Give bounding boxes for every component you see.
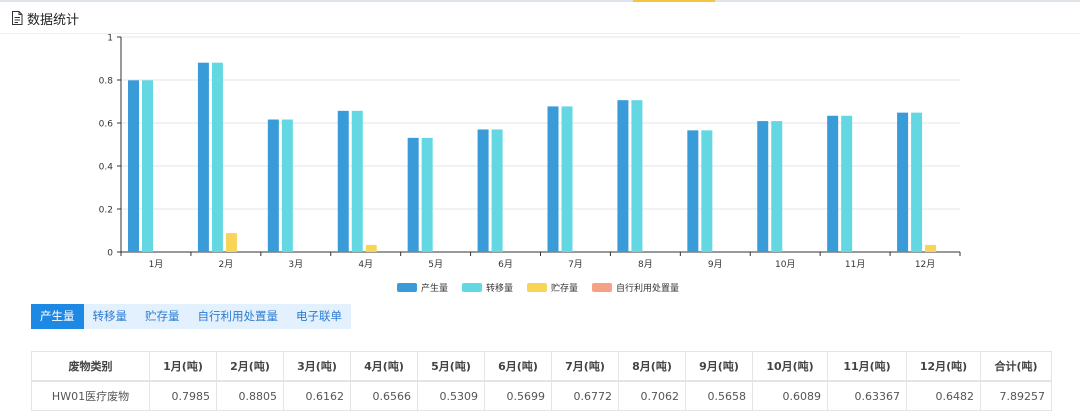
bar: [421, 137, 433, 252]
page-header: 数据统计: [11, 8, 79, 28]
y-tick-label: 0: [107, 249, 113, 259]
column-header: 合计(吨): [980, 351, 1052, 382]
column-header: 6月(吨): [484, 351, 552, 382]
bar: [911, 112, 923, 253]
bar: [211, 62, 223, 252]
x-tick-label: 6月: [498, 259, 513, 270]
legend-label: 产生量: [421, 282, 448, 294]
statistics-table: 废物类别 1月(吨) 2月(吨) 3月(吨) 4月(吨) 5月(吨) 6月(吨)…: [31, 351, 1052, 411]
column-header: 7月(吨): [551, 351, 619, 382]
tab-storage[interactable]: 贮存量: [145, 309, 180, 323]
legend-label: 转移量: [486, 282, 513, 294]
table-cell: 0.7985: [149, 380, 217, 411]
column-header: 5月(吨): [417, 351, 485, 382]
tab-self-disposal[interactable]: 自行利用处置量: [197, 309, 279, 323]
column-header: 4月(吨): [350, 351, 418, 382]
y-tick-label: 1: [107, 34, 113, 44]
page-title: 数据统计: [27, 12, 80, 28]
bar: [897, 112, 909, 253]
column-header: 2月(吨): [216, 351, 284, 382]
bar: [267, 119, 279, 252]
table-cell: HW01医疗废物: [31, 380, 150, 411]
legend-swatch: [592, 283, 612, 292]
column-header: 3月(吨): [283, 351, 351, 382]
bar: [547, 106, 559, 252]
bar: [561, 106, 573, 252]
column-header: 11月(吨): [827, 351, 907, 382]
y-tick-label: 0.6: [99, 120, 114, 130]
bar: [197, 62, 209, 252]
top-accent-bar: [633, 0, 715, 2]
bar: [337, 110, 349, 253]
x-tick-label: 9月: [708, 259, 723, 270]
table-cell: 7.89257: [980, 380, 1052, 411]
x-tick-label: 10月: [775, 259, 795, 270]
table-cell: 0.7062: [618, 380, 686, 411]
tab-transfer[interactable]: 转移量: [92, 309, 128, 323]
legend-swatch: [397, 283, 417, 292]
bar: [771, 121, 783, 252]
bar: [841, 115, 853, 252]
x-tick-label: 1月: [149, 259, 164, 270]
bar: [631, 100, 643, 253]
y-tick-label: 0.4: [99, 163, 114, 173]
bar: [477, 129, 489, 252]
bar: [128, 80, 139, 252]
bar: [142, 80, 153, 252]
bar: [281, 119, 293, 252]
legend-swatch: [462, 283, 482, 292]
table-cell: 0.5658: [685, 380, 753, 411]
table-header-row: 废物类别 1月(吨) 2月(吨) 3月(吨) 4月(吨) 5月(吨) 6月(吨)…: [31, 351, 1052, 382]
column-header: 废物类别: [31, 351, 150, 382]
bar: [701, 130, 713, 252]
y-tick-label: 0.2: [99, 206, 113, 216]
table-cell: 0.63367: [827, 380, 907, 411]
bar: [617, 100, 629, 253]
bar: [365, 244, 377, 252]
table-cell: 0.6566: [350, 380, 418, 411]
bar: [827, 115, 839, 252]
tab-bar: 产生量 转移量 贮存量 自行利用处置量 电子联单: [31, 304, 351, 329]
bar: [687, 130, 699, 252]
x-tick-label: 2月: [219, 259, 234, 270]
x-tick-label: 3月: [288, 259, 303, 270]
legend-label: 贮存量: [551, 282, 578, 294]
legend-swatch: [527, 283, 547, 292]
bar: [225, 233, 237, 252]
column-header: 9月(吨): [685, 351, 753, 382]
bar: [925, 244, 937, 252]
x-tick-label: 4月: [358, 259, 373, 270]
column-header: 10月(吨): [752, 351, 828, 382]
table-cell: 0.6162: [283, 380, 351, 411]
table-cell: 0.8805: [216, 380, 284, 411]
table-cell: 0.6089: [752, 380, 828, 411]
x-tick-label: 11月: [845, 259, 865, 270]
x-tick-label: 8月: [638, 259, 653, 270]
top-border: [0, 0, 1080, 2]
x-tick-label: 5月: [428, 259, 443, 270]
table-cell: 0.5699: [484, 380, 552, 411]
header-divider: [0, 33, 1080, 34]
table-cell: 0.6482: [906, 380, 981, 411]
column-header: 8月(吨): [618, 351, 686, 382]
column-header: 12月(吨): [906, 351, 981, 382]
column-header: 1月(吨): [149, 351, 217, 382]
table-cell: 0.6772: [551, 380, 619, 411]
bar: [757, 121, 769, 252]
x-tick-label: 12月: [915, 259, 935, 270]
tab-production[interactable]: 产生量: [31, 304, 84, 329]
table-row: HW01医疗废物 0.7985 0.8805 0.6162 0.6566 0.5…: [31, 380, 1052, 411]
bar: [351, 110, 363, 253]
x-tick-label: 7月: [568, 259, 583, 270]
bar: [491, 129, 503, 252]
bar: [407, 137, 419, 252]
legend-label: 自行利用处置量: [616, 282, 679, 294]
tab-e-manifest[interactable]: 电子联单: [296, 309, 342, 323]
table-cell: 0.5309: [417, 380, 485, 411]
y-tick-label: 0.8: [99, 77, 114, 87]
document-icon: [11, 11, 23, 25]
